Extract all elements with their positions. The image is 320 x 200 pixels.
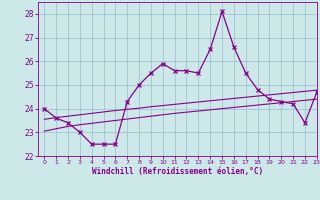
X-axis label: Windchill (Refroidissement éolien,°C): Windchill (Refroidissement éolien,°C): [92, 167, 263, 176]
